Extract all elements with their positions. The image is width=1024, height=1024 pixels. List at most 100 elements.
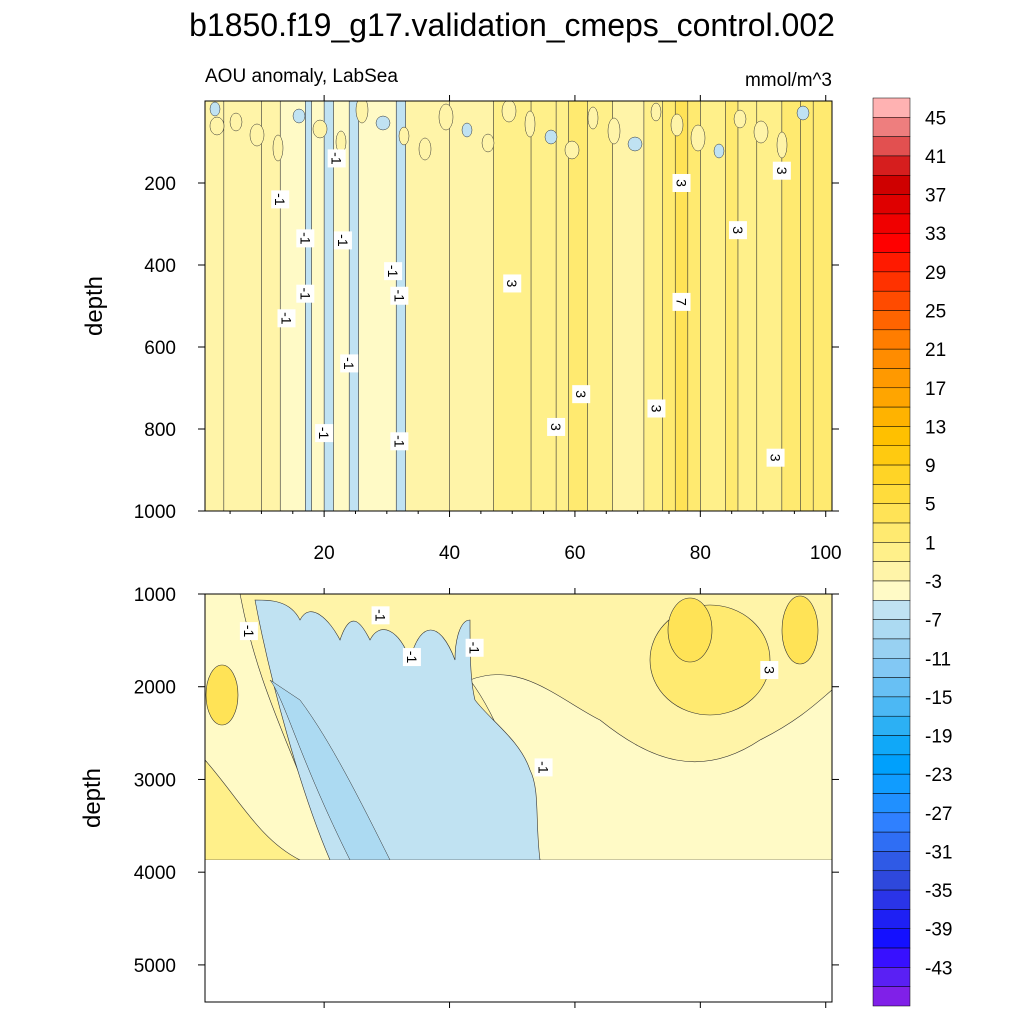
colorbar-swatch xyxy=(872,522,911,543)
bottom-field-fill xyxy=(205,594,832,860)
bottom-y-axis-label: depth xyxy=(79,768,106,828)
contour-blob xyxy=(544,129,558,145)
contour-blob xyxy=(776,131,788,159)
colorbar-label: -43 xyxy=(925,958,952,979)
field-band xyxy=(223,101,262,511)
contour-label: -1 xyxy=(315,424,334,443)
field-band xyxy=(725,101,738,511)
contour-label: -1 xyxy=(296,284,315,303)
field-band xyxy=(700,101,726,511)
colorbar-label: -39 xyxy=(925,920,952,941)
field-band xyxy=(556,101,569,511)
contour-label-text: -1 xyxy=(316,427,332,440)
colorbar: 45 41 37 33 29 25 21 17 13 9 5 1 -3 -7 -11 -15 -19 -23 -27… xyxy=(872,97,952,1007)
colorbar-swatch xyxy=(872,310,911,331)
y-tick-label: 600 xyxy=(144,338,176,359)
colorbar-swatch xyxy=(872,677,911,698)
bottom-panel: -1 -1 -1 -1 -1 3 1000 2000 3000 4000 5000 depth xyxy=(79,585,839,1008)
colorbar-label: 1 xyxy=(925,533,936,554)
colorbar-swatch xyxy=(872,735,911,756)
contour-label-box xyxy=(503,274,522,293)
contour-label-box xyxy=(296,284,315,303)
top-panel: AOU anomaly, LabSea mmol/m^3 -1-1-1 -1-1-… xyxy=(81,66,842,564)
contour-blob xyxy=(796,105,810,121)
contour-blob xyxy=(398,126,410,146)
negative-core xyxy=(269,679,391,860)
contour-label-text: -1 xyxy=(341,357,357,370)
colorbar-swatch xyxy=(872,464,911,485)
contour-blob xyxy=(733,109,747,129)
contour-label: -1 xyxy=(390,286,409,305)
x-tick-label: 20 xyxy=(314,543,335,564)
colorbar-label: 9 xyxy=(925,456,936,477)
contour-label-text: -1 xyxy=(404,651,420,664)
contour-label-text: 7 xyxy=(674,298,690,306)
contour-label-text: 3 xyxy=(504,280,520,288)
contour-label-box xyxy=(760,661,779,680)
contour-label-box xyxy=(766,448,785,467)
colorbar-label: -7 xyxy=(925,611,942,632)
contour-label-box xyxy=(371,606,390,625)
contour-label-text: 3 xyxy=(674,179,690,187)
contour-label-box xyxy=(647,399,666,418)
y-tick-label: 1000 xyxy=(134,502,176,523)
contour-blob xyxy=(670,113,684,137)
contour-label-text: 3 xyxy=(548,423,564,431)
colorbar-swatch xyxy=(872,271,911,292)
contour-label: 3 xyxy=(772,161,791,180)
contour-label-box xyxy=(239,622,258,641)
contour-label-text: -1 xyxy=(335,234,351,247)
colorbar-swatch xyxy=(872,136,911,157)
contour-label: -1 xyxy=(390,432,409,451)
contour-blob xyxy=(481,133,495,153)
contour-label: 3 xyxy=(503,274,522,293)
colorbar-label: 41 xyxy=(925,147,946,168)
colorbar-swatch xyxy=(872,580,911,601)
colorbar-swatch xyxy=(872,348,911,369)
field-band xyxy=(493,101,532,511)
figure-title: b1850.f19_g17.validation_cmeps_control.0… xyxy=(189,7,835,43)
colorbar-swatch xyxy=(872,194,911,215)
colorbar-swatch xyxy=(872,542,911,562)
contour-label: -1 xyxy=(333,231,352,250)
top-y-axis-label: depth xyxy=(81,276,108,336)
colorbar-swatch xyxy=(872,889,911,910)
colorbar-swatch xyxy=(872,387,911,408)
colorbar-swatch xyxy=(872,484,911,504)
field-band xyxy=(205,101,224,511)
field-band xyxy=(449,101,494,511)
colorbar-swatch xyxy=(872,600,911,620)
colorbar-label: -3 xyxy=(925,572,942,593)
field-band xyxy=(587,101,613,511)
colorbar-label: -23 xyxy=(925,765,952,786)
contour-label-box xyxy=(296,229,315,248)
colorbar-label: 5 xyxy=(925,495,936,516)
contour-label: 3 xyxy=(672,174,691,192)
bottom-plot-frame xyxy=(204,593,833,1003)
colorbar-swatch xyxy=(872,368,911,389)
field-band xyxy=(737,101,757,511)
field-band xyxy=(261,101,281,511)
top-field-fill xyxy=(205,101,832,511)
field-band xyxy=(813,101,832,511)
contour-label-text: 3 xyxy=(648,405,664,413)
y-tick-label: 800 xyxy=(144,420,176,441)
colorbar-swatch xyxy=(872,329,911,350)
field-band xyxy=(405,101,450,511)
colorbar-swatch xyxy=(872,947,911,968)
contour-label-text: -1 xyxy=(272,193,288,206)
field-band xyxy=(349,101,359,511)
contour-label: 7 xyxy=(672,292,691,311)
field-band xyxy=(305,101,312,511)
contour-label-text: -1 xyxy=(536,761,552,774)
field-band xyxy=(311,101,325,511)
contour-label-text: -1 xyxy=(391,435,407,448)
colorbar-label: -27 xyxy=(925,804,952,825)
contour-label-box xyxy=(572,385,591,404)
contour-blob xyxy=(272,134,284,162)
contour-label-box xyxy=(390,432,409,451)
colorbar-label: 45 xyxy=(925,108,946,129)
colorbar-swatch xyxy=(872,754,911,775)
